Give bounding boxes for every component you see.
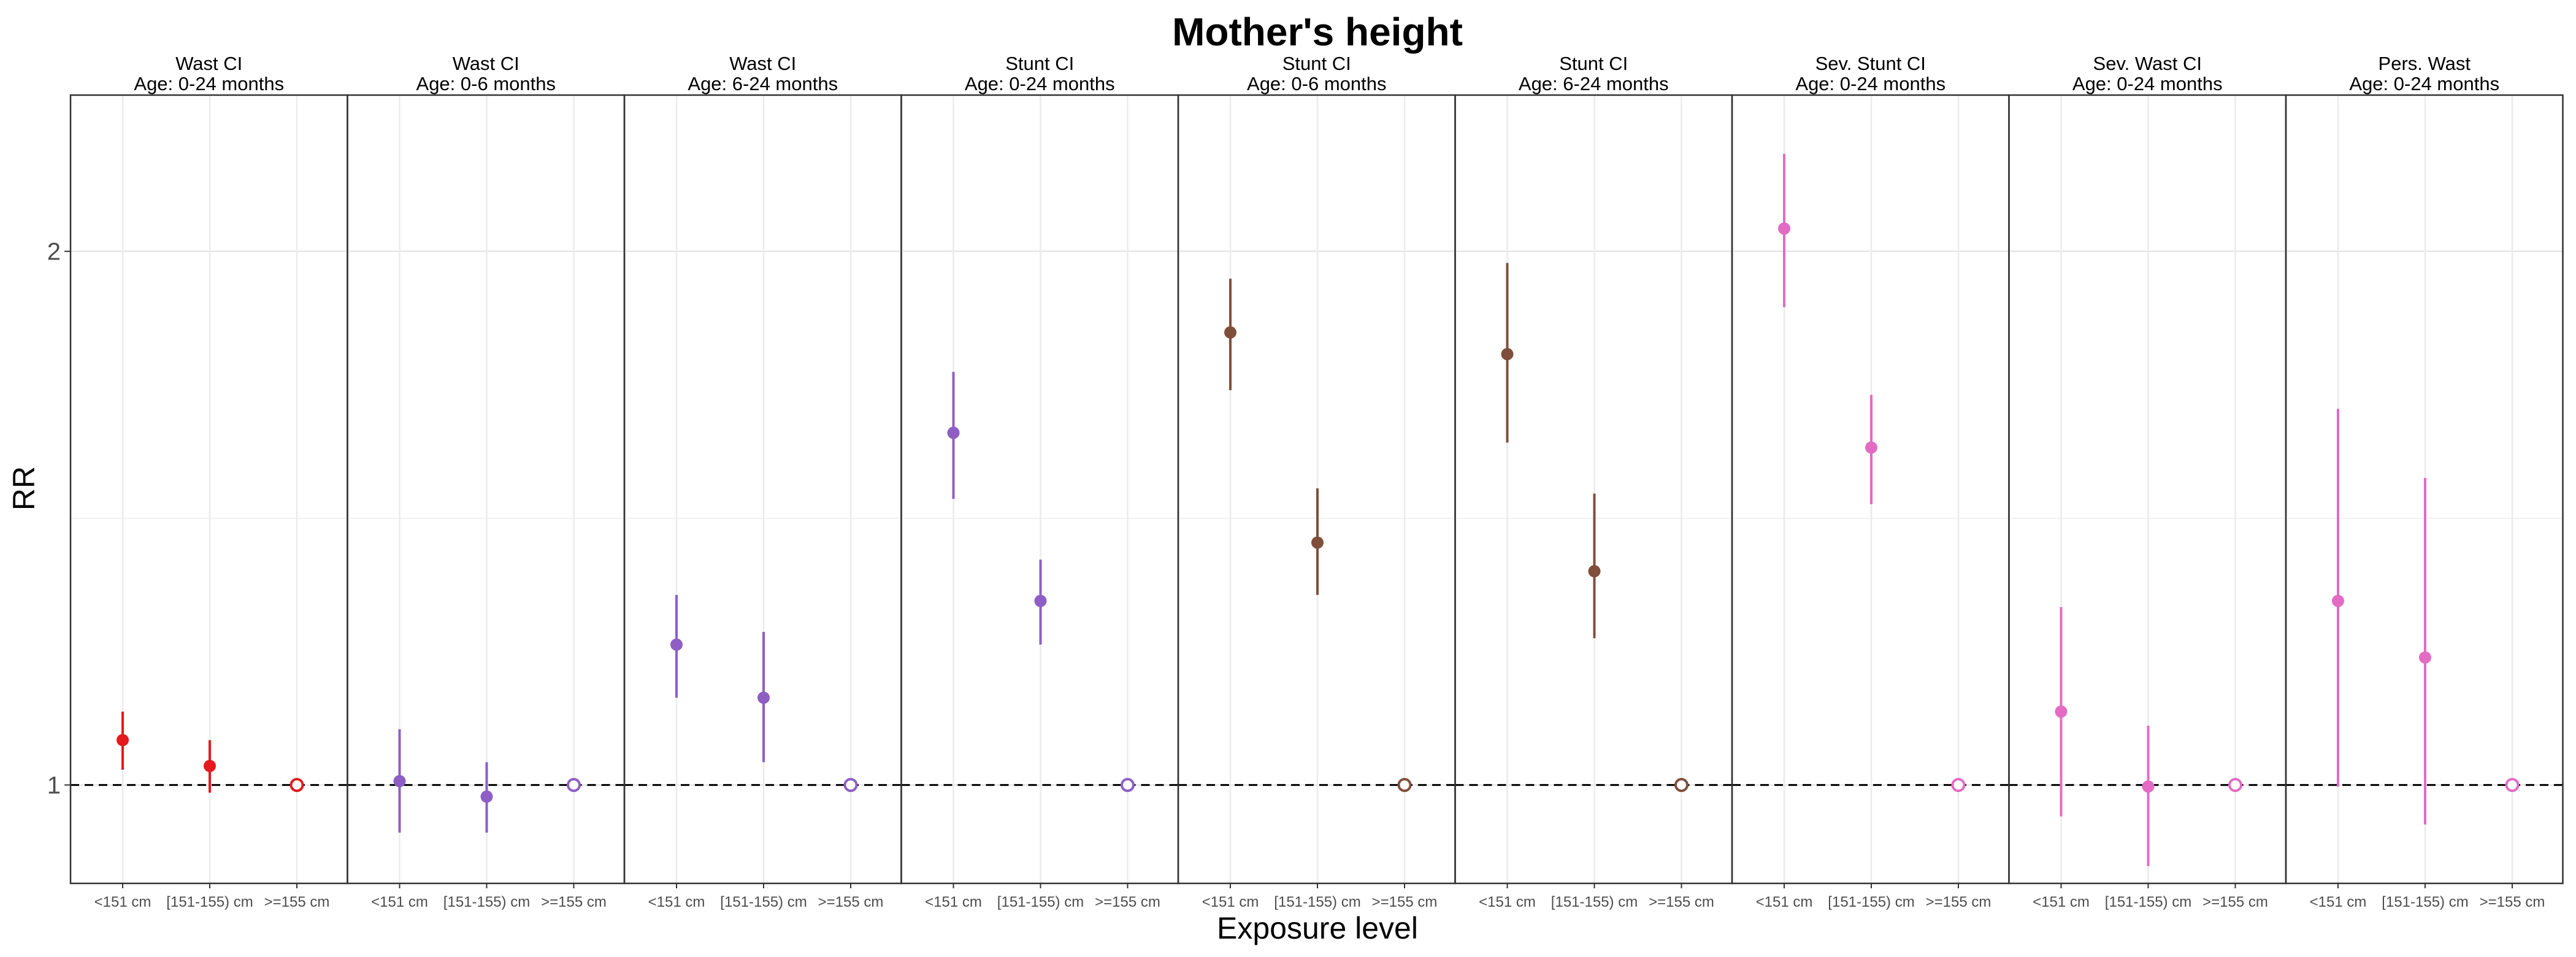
x-tick-label: >=155 cm: [541, 894, 607, 910]
point-estimate: [117, 734, 129, 747]
x-tick-label: <151 cm: [2033, 894, 2090, 910]
panel-title: Wast CI: [453, 53, 519, 74]
point-estimate: [2142, 780, 2155, 793]
x-tick-label: [151-155) cm: [1551, 894, 1638, 910]
x-tick-label: <151 cm: [2310, 894, 2367, 910]
y-tick-label: 1: [47, 772, 61, 799]
y-tick-label: 2: [47, 239, 61, 266]
x-tick-label: >=155 cm: [1095, 894, 1160, 910]
x-tick-label: >=155 cm: [2202, 894, 2268, 910]
x-tick-label: >=155 cm: [2480, 894, 2545, 910]
point-estimate: [1778, 222, 1790, 235]
x-tick-label: >=155 cm: [1926, 894, 1991, 910]
x-tick-label: [151-155) cm: [443, 894, 530, 910]
x-tick-label: [151-155) cm: [1828, 894, 1914, 910]
reference-point: [1951, 778, 1966, 793]
panel-subtitle: Age: 0-24 months: [2349, 73, 2499, 94]
panel-title: Stunt CI: [1559, 53, 1628, 74]
x-tick-label: [151-155) cm: [2105, 894, 2191, 910]
point-estimate: [204, 759, 216, 772]
x-tick-label: <151 cm: [1756, 894, 1813, 910]
reference-point: [1397, 778, 1412, 793]
x-axis-title: Exposure level: [1217, 911, 1418, 945]
x-tick-label: [151-155) cm: [720, 894, 807, 910]
panel-title: Stunt CI: [1282, 53, 1351, 74]
panel-subtitle: Age: 0-24 months: [134, 73, 284, 94]
y-axis-title: RR: [7, 466, 41, 510]
x-tick-label: >=155 cm: [1372, 894, 1438, 910]
x-tick-label: >=155 cm: [1649, 894, 1714, 910]
panel-title: Wast CI: [729, 53, 796, 74]
point-estimate: [393, 775, 406, 788]
x-tick-label: [151-155) cm: [1274, 894, 1360, 910]
panel-subtitle: Age: 0-24 months: [2072, 73, 2223, 94]
panel-title: Sev. Stunt CI: [1815, 53, 1926, 74]
x-tick-label: >=155 cm: [264, 894, 330, 910]
point-estimate: [2419, 651, 2431, 664]
point-estimate: [2055, 705, 2068, 718]
x-tick-label: [151-155) cm: [166, 894, 253, 910]
y-axis: 12: [47, 239, 71, 799]
reference-point: [1674, 778, 1689, 793]
panel-title: Pers. Wast: [2379, 53, 2471, 74]
point-estimate: [670, 638, 683, 651]
point-estimate: [480, 790, 493, 803]
point-estimate: [1588, 565, 1601, 578]
x-tick-label: <151 cm: [1202, 894, 1259, 910]
x-tick-label: <151 cm: [371, 894, 428, 910]
reference-point: [289, 778, 304, 793]
panel-subtitle: Age: 0-24 months: [1795, 73, 1945, 94]
panel-subtitle: Age: 0-6 months: [1247, 73, 1386, 94]
panel-title: Stunt CI: [1005, 53, 1074, 74]
reference-point: [2228, 778, 2242, 793]
panel-subtitle: Age: 0-24 months: [965, 73, 1115, 94]
reference-point: [567, 778, 581, 793]
point-estimate: [947, 426, 960, 439]
x-tick-label: [151-155) cm: [997, 894, 1084, 910]
point-estimate: [2332, 594, 2344, 607]
x-tick-label: >=155 cm: [818, 894, 884, 910]
point-estimate: [1311, 536, 1324, 549]
point-estimate: [757, 691, 770, 704]
point-estimate: [1865, 441, 1877, 454]
x-tick-label: <151 cm: [94, 894, 151, 910]
point-estimate: [1224, 326, 1236, 339]
panel-border: [2285, 94, 2564, 885]
reference-point: [2505, 778, 2520, 793]
x-tick-label: <151 cm: [1479, 894, 1536, 910]
reference-point: [843, 778, 858, 793]
chart-title: Mother's height: [1172, 10, 1463, 54]
x-tick-label: <151 cm: [648, 894, 705, 910]
panel-title: Sev. Wast CI: [2093, 53, 2202, 74]
point-estimate: [1501, 348, 1514, 361]
panel-subtitle: Age: 6-24 months: [1519, 73, 1669, 94]
x-tick-label: <151 cm: [925, 894, 982, 910]
x-tick-label: [151-155) cm: [2382, 894, 2468, 910]
panel-subtitle: Age: 0-6 months: [416, 73, 556, 94]
point-estimate: [1034, 594, 1047, 607]
panel-subtitle: Age: 6-24 months: [688, 73, 838, 94]
panel-title: Wast CI: [175, 53, 242, 74]
reference-point: [1121, 778, 1135, 793]
